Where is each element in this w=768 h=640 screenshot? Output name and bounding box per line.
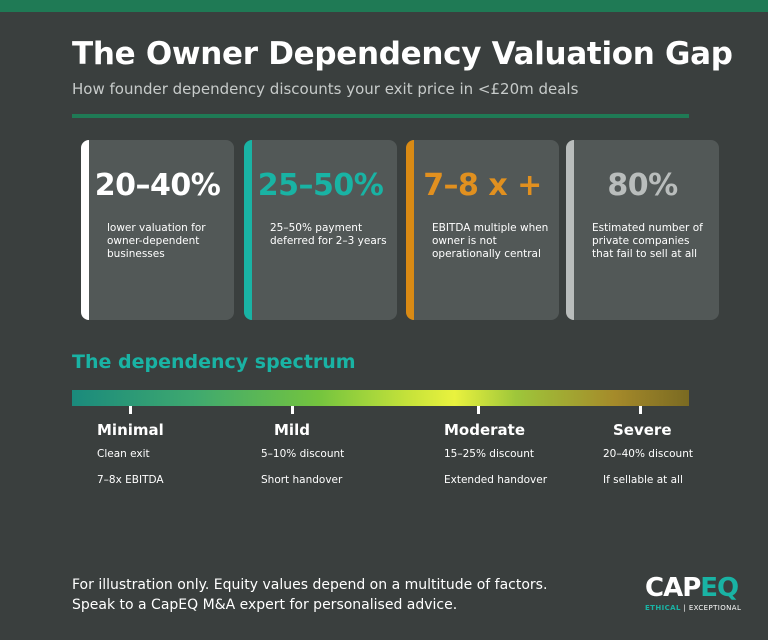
level-name: Mild — [274, 421, 310, 439]
card-accent-bar — [566, 140, 574, 320]
level-name: Moderate — [444, 421, 526, 439]
stat-description: EBITDA multiple when owner is not operat… — [432, 222, 549, 260]
stat-card-ebitda-multiple: 7–8 x + EBITDA multiple when owner is no… — [406, 140, 559, 320]
capeq-logo: CAPEQ ETHICAL | EXCEPTIONAL — [645, 574, 745, 620]
level-detail: 7–8x EBITDA — [97, 474, 164, 486]
level-detail: 15–25% discount — [444, 448, 534, 460]
page-subtitle: How founder dependency discounts your ex… — [72, 80, 579, 98]
stat-description: lower valuation for owner-dependent busi… — [107, 222, 206, 260]
level-moderate: Moderate 15–25% discount Extended handov… — [444, 421, 547, 486]
level-detail: Short handover — [261, 474, 343, 486]
logo-tag-right: EXCEPTIONAL — [688, 604, 742, 612]
card-accent-bar — [406, 140, 414, 320]
spectrum-tick-mild — [291, 406, 294, 414]
spectrum-tick-minimal — [129, 406, 132, 414]
level-name: Severe — [613, 421, 672, 439]
logo-word-eq: EQ — [700, 573, 739, 603]
logo-tagline: ETHICAL | EXCEPTIONAL — [645, 604, 745, 612]
card-accent-bar — [81, 140, 89, 320]
stat-value: 7–8 x + — [423, 168, 542, 203]
stat-value: 80% — [607, 168, 678, 203]
logo-word-cap: CAP — [645, 573, 701, 603]
stat-card-valuation: 20–40% lower valuation for owner-depende… — [81, 140, 234, 320]
logo-tag-separator: | — [680, 604, 689, 612]
level-detail: Extended handover — [444, 474, 548, 486]
page-title: The Owner Dependency Valuation Gap — [72, 36, 733, 72]
level-name: Minimal — [97, 421, 164, 439]
spectrum-tick-moderate — [477, 406, 480, 414]
stat-description: Estimated number of private companies th… — [592, 222, 703, 260]
level-severe: Severe 20–40% discount If sellable at al… — [603, 421, 693, 486]
header-divider — [72, 114, 689, 118]
level-detail: 20–40% discount — [603, 448, 693, 460]
disclaimer: For illustration only. Equity values dep… — [72, 575, 547, 615]
stat-card-deferred-payment: 25–50% 25–50% payment deferred for 2–3 y… — [244, 140, 397, 320]
logo-tag-left: ETHICAL — [645, 604, 681, 612]
level-minimal: Minimal Clean exit 7–8x EBITDA — [97, 421, 164, 486]
disclaimer-line: For illustration only. Equity values dep… — [72, 577, 548, 593]
level-detail: 5–10% discount — [261, 448, 345, 460]
stat-card-fail-to-sell: 80% Estimated number of private companie… — [566, 140, 719, 320]
level-detail: Clean exit — [97, 448, 150, 460]
card-accent-bar — [244, 140, 252, 320]
level-detail: If sellable at all — [603, 474, 683, 486]
dependency-spectrum-bar — [72, 390, 689, 406]
spectrum-tick-severe — [639, 406, 642, 414]
level-mild: Mild 5–10% discount Short handover — [261, 421, 344, 486]
stat-description: 25–50% payment deferred for 2–3 years — [270, 222, 387, 247]
stat-value: 25–50% — [257, 168, 384, 203]
stat-value: 20–40% — [94, 168, 221, 203]
logo-wordmark: CAPEQ — [645, 574, 745, 602]
top-accent-bar — [0, 0, 768, 12]
disclaimer-line: Speak to a CapEQ M&A expert for personal… — [72, 597, 458, 613]
spectrum-title: The dependency spectrum — [72, 351, 356, 373]
